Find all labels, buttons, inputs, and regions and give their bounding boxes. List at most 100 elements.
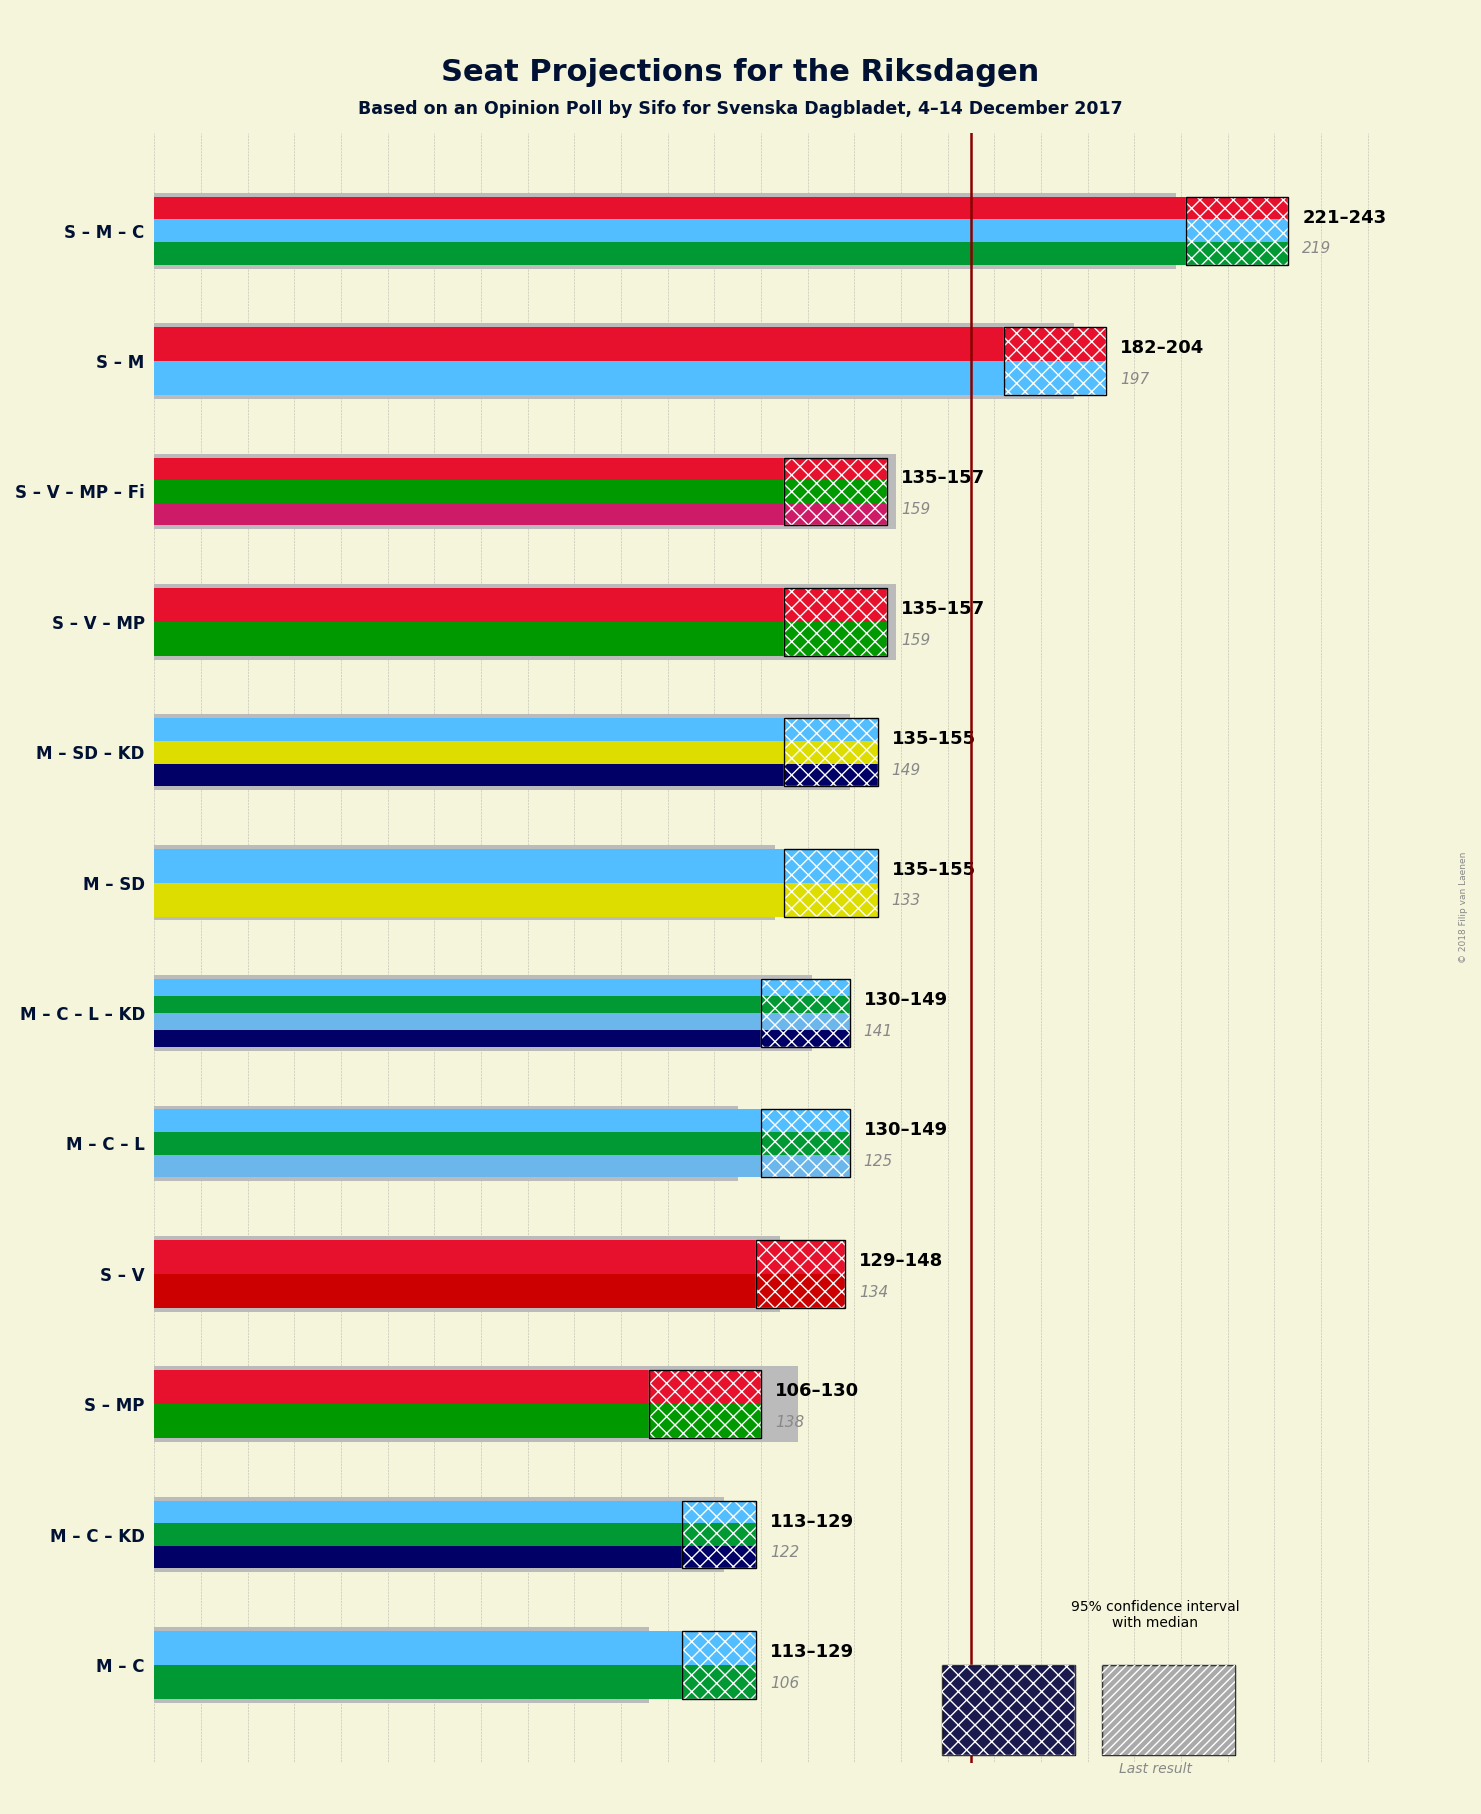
Bar xyxy=(785,622,887,655)
Bar xyxy=(154,1497,724,1573)
Bar xyxy=(1004,327,1106,361)
Bar xyxy=(681,1546,757,1569)
Bar xyxy=(154,1366,798,1442)
Bar xyxy=(649,1370,761,1404)
Bar xyxy=(785,502,887,526)
Bar xyxy=(785,718,878,785)
Bar xyxy=(154,1273,757,1308)
Bar xyxy=(1102,1665,1235,1754)
Bar xyxy=(785,849,878,916)
Bar xyxy=(154,764,785,785)
Bar xyxy=(1186,196,1288,265)
Text: 130–149: 130–149 xyxy=(863,1121,948,1139)
Bar xyxy=(1186,219,1288,241)
Bar xyxy=(785,883,878,916)
Text: 182–204: 182–204 xyxy=(1120,339,1204,357)
Bar xyxy=(154,588,785,622)
Bar xyxy=(154,1404,649,1439)
Text: 135–157: 135–157 xyxy=(900,470,985,488)
Bar xyxy=(757,1241,846,1308)
Bar xyxy=(761,980,850,996)
Bar xyxy=(154,715,850,791)
Bar xyxy=(154,1370,649,1404)
Bar xyxy=(154,1132,761,1156)
Bar xyxy=(681,1500,757,1524)
Bar xyxy=(154,241,1186,265)
Bar xyxy=(649,1370,761,1439)
Bar xyxy=(785,588,887,622)
Bar xyxy=(154,1012,761,1030)
Bar xyxy=(154,1110,761,1132)
Text: 133: 133 xyxy=(892,892,921,909)
Bar xyxy=(761,1156,850,1177)
Bar xyxy=(154,1546,681,1569)
Text: 221–243: 221–243 xyxy=(1302,209,1386,227)
Bar xyxy=(681,1631,757,1700)
Bar xyxy=(154,976,812,1050)
Text: 122: 122 xyxy=(770,1546,800,1560)
Bar xyxy=(154,1235,779,1312)
Bar xyxy=(785,764,878,785)
Bar xyxy=(154,457,785,481)
Text: Last result: Last result xyxy=(1118,1761,1192,1776)
Text: 130–149: 130–149 xyxy=(863,990,948,1009)
Text: 135–155: 135–155 xyxy=(892,731,976,747)
Bar xyxy=(761,980,850,1047)
Bar xyxy=(681,1631,757,1700)
Bar xyxy=(154,980,761,996)
Bar xyxy=(154,740,785,764)
Bar xyxy=(942,1665,1075,1754)
Bar xyxy=(154,327,1004,361)
Bar xyxy=(757,1241,846,1308)
Bar xyxy=(154,361,1004,395)
Text: 135–157: 135–157 xyxy=(900,600,985,619)
Bar xyxy=(785,718,878,740)
Bar xyxy=(785,849,878,916)
Bar xyxy=(154,219,1186,241)
Text: 141: 141 xyxy=(863,1023,893,1039)
Bar xyxy=(785,740,878,764)
Bar xyxy=(154,323,1074,399)
Bar xyxy=(154,1030,761,1047)
Bar xyxy=(154,718,785,740)
Bar xyxy=(761,1012,850,1030)
Bar xyxy=(154,1665,681,1700)
Text: 106–130: 106–130 xyxy=(775,1382,859,1400)
Text: 106: 106 xyxy=(770,1676,800,1691)
Bar xyxy=(649,1370,761,1439)
Bar xyxy=(649,1404,761,1439)
Text: Based on an Opinion Poll by Sifo for Svenska Dagbladet, 4–14 December 2017: Based on an Opinion Poll by Sifo for Sve… xyxy=(358,100,1123,118)
Bar xyxy=(761,1030,850,1047)
Bar xyxy=(154,1631,681,1665)
Bar xyxy=(761,980,850,1047)
Bar xyxy=(942,1665,1075,1754)
Text: 159: 159 xyxy=(900,633,930,648)
Bar xyxy=(681,1500,757,1569)
Bar xyxy=(785,457,887,526)
Text: 159: 159 xyxy=(900,502,930,517)
Bar xyxy=(1102,1665,1235,1754)
Bar xyxy=(154,1524,681,1546)
Bar xyxy=(1004,327,1106,395)
Text: 149: 149 xyxy=(892,764,921,778)
Bar xyxy=(1186,196,1288,265)
Bar xyxy=(761,1110,850,1177)
Bar xyxy=(761,1110,850,1177)
Bar xyxy=(154,584,896,660)
Bar xyxy=(1186,241,1288,265)
Bar xyxy=(757,1241,846,1273)
Bar xyxy=(1004,361,1106,395)
Bar xyxy=(785,457,887,526)
Bar xyxy=(154,1627,649,1703)
Bar xyxy=(1186,196,1288,219)
Bar xyxy=(785,849,878,883)
Text: 197: 197 xyxy=(1120,372,1149,386)
Bar xyxy=(154,1105,738,1181)
Text: 219: 219 xyxy=(1302,241,1331,256)
Bar xyxy=(154,849,785,883)
Bar xyxy=(154,481,785,502)
Bar xyxy=(681,1500,757,1569)
Text: 113–129: 113–129 xyxy=(770,1643,855,1662)
Bar xyxy=(681,1524,757,1546)
Text: © 2018 Filip van Laenen: © 2018 Filip van Laenen xyxy=(1459,851,1468,963)
